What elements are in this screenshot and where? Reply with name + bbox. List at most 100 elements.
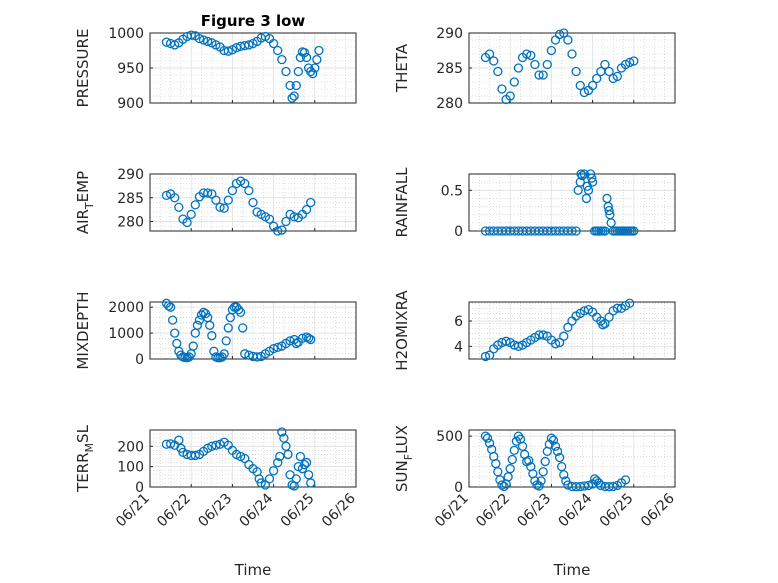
subplot-mixdepth: 0 1000 2000 MIXDEPTH xyxy=(74,291,357,370)
data-point xyxy=(629,226,639,236)
data-point xyxy=(221,336,231,346)
x-tick-label: 06/25 xyxy=(278,491,318,531)
axes-box xyxy=(468,301,676,360)
x-tick-label: 06/23 xyxy=(195,491,235,531)
data-point xyxy=(293,66,303,77)
data-point xyxy=(209,346,219,356)
data-point xyxy=(608,481,618,492)
data-point xyxy=(538,330,548,340)
data-point xyxy=(314,45,324,56)
data-point xyxy=(281,216,291,227)
data-point xyxy=(554,452,565,463)
data-point xyxy=(482,433,493,443)
data-point xyxy=(244,185,254,196)
data-point xyxy=(207,331,217,341)
data-point xyxy=(598,320,608,330)
data-point xyxy=(264,474,275,484)
data-point xyxy=(190,200,200,210)
x-tick-label: 06/21 xyxy=(432,491,472,531)
data-point xyxy=(301,52,312,63)
data-point xyxy=(295,451,306,462)
data-point xyxy=(507,454,517,465)
data-point xyxy=(509,445,519,456)
data-point xyxy=(301,457,312,468)
y-tick-label: 0 xyxy=(135,352,144,368)
data-point xyxy=(587,80,598,91)
data-point xyxy=(592,73,602,84)
data-point xyxy=(604,312,614,322)
data-point xyxy=(170,193,180,203)
data-point xyxy=(301,204,312,215)
data-point xyxy=(567,226,577,236)
data-point xyxy=(281,66,291,77)
y-axis-label: TERRMSL xyxy=(74,424,96,493)
data-point xyxy=(571,66,581,77)
data-point xyxy=(484,49,495,59)
data-point xyxy=(219,349,229,359)
subplot-theta: 280 285 290 THETA xyxy=(393,26,676,112)
data-point xyxy=(163,301,174,311)
data-point xyxy=(207,441,217,451)
data-point xyxy=(273,226,283,236)
data-point xyxy=(196,310,207,320)
data-point xyxy=(194,315,205,325)
data-point xyxy=(238,323,248,333)
data-point xyxy=(583,480,594,491)
data-point xyxy=(165,302,176,312)
data-point xyxy=(188,341,198,351)
data-point xyxy=(540,456,550,467)
x-tick-label: 06/24 xyxy=(237,490,277,530)
data-point xyxy=(493,66,503,77)
subplot-sun-flux: 0 500 06/21 06/22 06/23 06/24 06/25 06/26 Time SU… xyxy=(393,425,678,579)
data-point xyxy=(223,323,233,333)
data-point xyxy=(550,441,561,451)
y-axis-label: SUNFLUX xyxy=(393,425,415,492)
data-point xyxy=(579,481,590,491)
data-point xyxy=(484,350,495,360)
data-point xyxy=(283,449,293,460)
data-point xyxy=(291,80,301,91)
data-point xyxy=(534,70,544,80)
data-point xyxy=(277,225,287,235)
data-point xyxy=(536,476,546,486)
y-tick-label: 500 xyxy=(436,429,463,445)
data-point xyxy=(629,56,639,66)
y-tick-label: 285 xyxy=(436,61,463,77)
data-point xyxy=(612,303,622,313)
data-point xyxy=(546,433,557,443)
data-point xyxy=(530,59,540,70)
data-point xyxy=(215,202,225,212)
subplot-terr-msl: 0 100 200 06/21 06/22 06/23 06/24 06/25 06/26 Tim… xyxy=(74,424,359,579)
data-point xyxy=(248,197,258,208)
data-point xyxy=(252,352,262,362)
data-point xyxy=(509,77,519,87)
y-tick-label: 200 xyxy=(117,439,144,455)
data-point xyxy=(275,451,285,462)
y-tick-label: 900 xyxy=(117,96,144,112)
y-tick-label: 1000 xyxy=(108,326,144,342)
data-point xyxy=(546,45,557,56)
data-point xyxy=(563,35,573,45)
data-point xyxy=(550,339,561,349)
data-point xyxy=(497,480,507,490)
data-point xyxy=(299,459,310,470)
data-point xyxy=(198,35,209,45)
data-point xyxy=(579,169,590,179)
subplot-h2omixra: 4 6 H2OMIXRA xyxy=(393,290,676,371)
data-point xyxy=(548,435,559,445)
y-tick-label: 0 xyxy=(454,480,463,496)
data-point xyxy=(554,29,565,40)
y-tick-label: 4 xyxy=(454,339,463,355)
data-point xyxy=(165,439,176,449)
data-point xyxy=(277,427,287,437)
y-axis-label: AIRTEMP xyxy=(74,171,96,234)
data-point xyxy=(587,177,598,187)
data-point xyxy=(203,188,213,198)
y-tick-label: 0.5 xyxy=(441,183,463,199)
data-point xyxy=(625,298,635,308)
data-point xyxy=(244,40,254,50)
data-point xyxy=(240,178,250,189)
data-point xyxy=(583,185,594,195)
x-tick-label: 06/26 xyxy=(319,490,359,530)
